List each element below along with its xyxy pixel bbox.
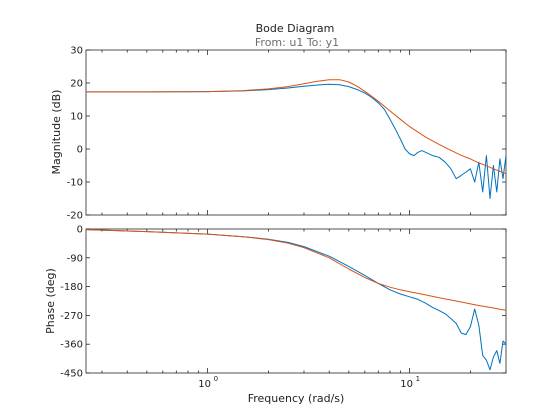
magnitude-ytick-label: 30 [70,46,83,57]
phase-ytick-label: -180 [60,282,83,293]
magnitude-series-2-line [86,79,507,175]
magnitude-ytick-label: 20 [70,79,83,90]
magnitude-ytick-label: 0 [77,145,83,156]
phase-ytick-label: -270 [60,311,83,322]
phase-panel: -450 -360 -270 -180 -90 0 Phase (deg) [44,225,507,380]
magnitude-series-1-line [86,83,507,199]
magnitude-ytick-label: -20 [67,211,83,222]
phase-axis-label: Phase (deg) [44,268,57,334]
magnitude-ytick-label: 10 [70,112,83,123]
phase-series-2-line [85,229,507,311]
magnitude-ytick-label: -10 [67,178,83,189]
phase-series-1-line [85,229,507,371]
magnitude-panel: -20 -10 0 10 20 30 Magnitude (dB) [50,46,507,222]
x-tick-label: 10 [400,379,413,390]
magnitude-axis-label: Magnitude (dB) [50,90,63,175]
phase-ytick-label: -360 [60,340,83,351]
x-tick-exponent: 0 [214,375,218,383]
chart-title: Bode Diagram [256,22,335,35]
phase-axes-frame [85,228,507,374]
phase-ytick-label: 0 [77,225,83,236]
chart-subtitle: From: u1 To: y1 [255,36,339,49]
x-tick-exponent: 1 [416,375,420,383]
magnitude-axes-frame [85,49,507,216]
phase-ytick-label: -450 [60,369,83,380]
x-tick-label: 10 [198,379,211,390]
phase-ytick-label: -90 [67,253,83,264]
x-axis-label: Frequency (rad/s) [248,392,345,405]
